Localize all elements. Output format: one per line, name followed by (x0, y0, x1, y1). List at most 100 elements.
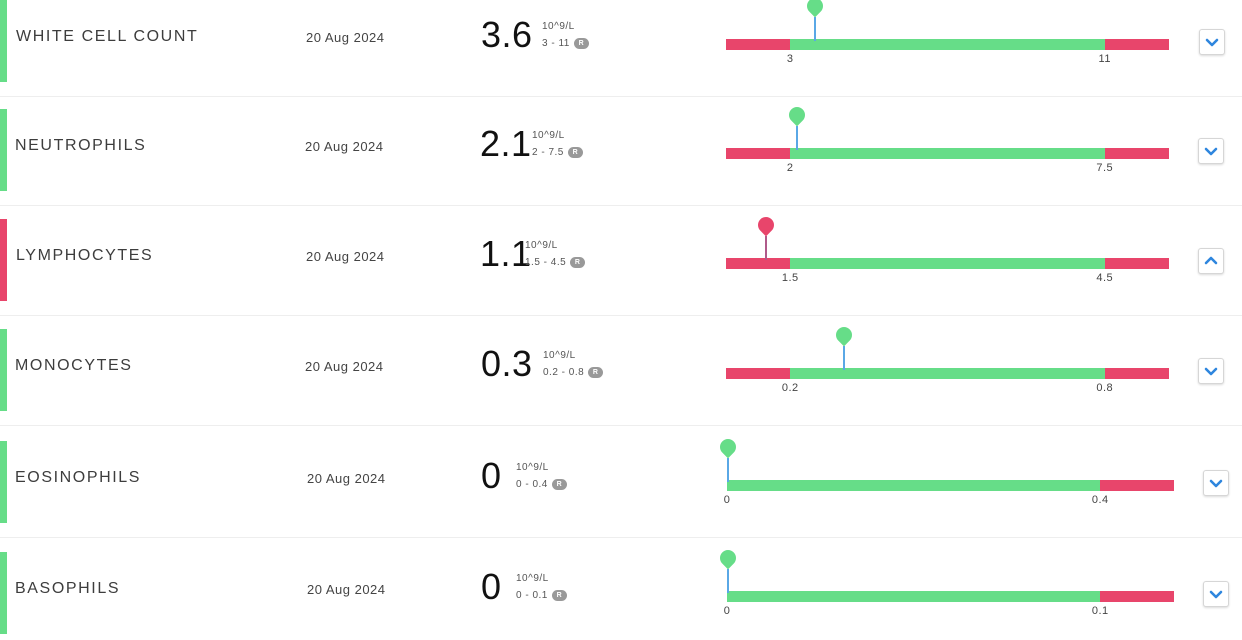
reference-range: 2 - 7.5 R (532, 147, 583, 158)
reference-range: 0 - 0.1 R (516, 590, 567, 601)
range-low-label: 0.2 (781, 382, 799, 394)
range-high-label: 0.1 (1091, 605, 1109, 617)
test-name: MONOCYTES (15, 357, 133, 374)
result-value: 0 (481, 566, 502, 607)
reference-badge[interactable]: R (551, 479, 567, 490)
marker-line (727, 569, 729, 593)
result-unit: 10^9/L (532, 130, 565, 141)
test-name: EOSINOPHILS (15, 469, 142, 486)
row-divider (0, 96, 1242, 97)
marker-line (764, 236, 767, 260)
expand-button[interactable] (1203, 470, 1229, 496)
reference-range: 1.5 - 4.5 R (525, 257, 586, 268)
range-bar-low-segment (726, 148, 791, 159)
marker-head (785, 103, 809, 127)
range-bar-normal-segment (727, 591, 1101, 602)
result-row[interactable]: WHITE CELL COUNT 20 Aug 2024 3.6 10^9/L 3 - … (0, 0, 1242, 82)
range-bar-low-segment (726, 39, 791, 50)
collapse-button[interactable] (1198, 248, 1224, 274)
status-stripe (0, 441, 7, 523)
reference-badge[interactable]: R (570, 257, 586, 268)
marker-head (754, 213, 777, 237)
chevron-down-icon (1204, 35, 1220, 49)
row-divider (0, 205, 1242, 206)
reference-range: 0 - 0.4 R (516, 479, 567, 490)
result-unit: 10^9/L (543, 350, 576, 361)
reference-badge[interactable]: R (573, 38, 589, 49)
result-row[interactable]: EOSINOPHILS 20 Aug 2024 0 10^9/L 0 - 0.4 R 0 0.… (0, 435, 1242, 523)
range-bar-high-segment (1100, 480, 1174, 491)
range-bar-high-segment (1104, 258, 1169, 269)
result-row[interactable]: BASOPHILS 20 Aug 2024 0 10^9/L 0 - 0.1 R 0 0.1 (0, 546, 1242, 634)
range-high-label: 0.8 (1096, 382, 1114, 394)
reference-range-text: 0 - 0.1 (516, 590, 548, 601)
reference-range-text: 0 - 0.4 (516, 479, 548, 490)
test-name: NEUTROPHILS (15, 137, 147, 154)
chevron-down-icon (1203, 144, 1219, 158)
range-bar (726, 368, 1169, 379)
test-date: 20 Aug 2024 (306, 249, 385, 264)
test-date: 20 Aug 2024 (307, 471, 386, 486)
range-bar-high-segment (1104, 148, 1169, 159)
result-value: 1.1 (480, 233, 532, 274)
chevron-down-icon (1208, 476, 1224, 490)
test-name: LYMPHOCYTES (16, 247, 154, 264)
result-row[interactable]: MONOCYTES 20 Aug 2024 0.3 10^9/L 0.2 - 0.8 R 0… (0, 323, 1242, 411)
range-low-label: 0 (723, 605, 731, 617)
range-low-label: 1.5 (781, 272, 799, 284)
range-bar-high-segment (1100, 591, 1174, 602)
row-divider (0, 537, 1242, 538)
range-low-label: 2 (786, 162, 794, 174)
status-stripe (0, 219, 7, 301)
test-name: WHITE CELL COUNT (16, 28, 199, 45)
range-bar (726, 39, 1169, 50)
range-bar-normal-segment (727, 480, 1101, 491)
row-divider (0, 315, 1242, 316)
test-date: 20 Aug 2024 (305, 359, 384, 374)
marker-line (727, 458, 729, 482)
range-bar-normal-segment (790, 148, 1105, 159)
marker-head (832, 323, 855, 347)
range-bar (727, 480, 1174, 491)
range-bar-high-segment (1104, 39, 1169, 50)
reference-range: 3 - 11 R (542, 38, 589, 49)
range-low-label: 0 (723, 494, 731, 506)
marker-head (716, 546, 740, 570)
reference-badge[interactable]: R (551, 590, 567, 601)
range-high-label: 4.5 (1096, 272, 1114, 284)
result-unit: 10^9/L (516, 462, 549, 473)
reference-badge[interactable]: R (588, 367, 604, 378)
reference-range-text: 0.2 - 0.8 (543, 367, 585, 378)
range-bar-high-segment (1104, 368, 1169, 379)
result-unit: 10^9/L (525, 240, 558, 251)
range-bar (726, 258, 1169, 269)
result-row[interactable]: LYMPHOCYTES 20 Aug 2024 1.1 10^9/L 1.5 - 4.5… (0, 213, 1242, 301)
range-high-label: 0.4 (1091, 494, 1109, 506)
status-stripe (0, 109, 7, 191)
chevron-down-icon (1203, 364, 1219, 378)
marker-head (716, 435, 740, 459)
test-date: 20 Aug 2024 (307, 582, 386, 597)
status-stripe (0, 0, 7, 82)
result-value: 2.1 (480, 123, 532, 164)
result-unit: 10^9/L (516, 573, 549, 584)
reference-range-text: 1.5 - 4.5 (525, 257, 567, 268)
result-value: 3.6 (481, 14, 533, 55)
row-divider (0, 425, 1242, 426)
status-stripe (0, 552, 7, 634)
reference-range: 0.2 - 0.8 R (543, 367, 604, 378)
expand-button[interactable] (1199, 29, 1225, 55)
expand-button[interactable] (1198, 138, 1224, 164)
expand-button[interactable] (1198, 358, 1224, 384)
result-value: 0.3 (481, 343, 533, 384)
expand-button[interactable] (1203, 581, 1229, 607)
marker-line (795, 126, 798, 150)
test-name: BASOPHILS (15, 580, 121, 597)
range-high-label: 11 (1098, 53, 1111, 65)
marker-line (813, 17, 816, 41)
reference-badge[interactable]: R (567, 147, 583, 158)
range-bar (727, 591, 1174, 602)
chevron-down-icon (1208, 587, 1224, 601)
reference-range-text: 3 - 11 (542, 38, 570, 49)
result-row[interactable]: NEUTROPHILS 20 Aug 2024 2.1 10^9/L 2 - 7.5 R 2… (0, 103, 1242, 191)
